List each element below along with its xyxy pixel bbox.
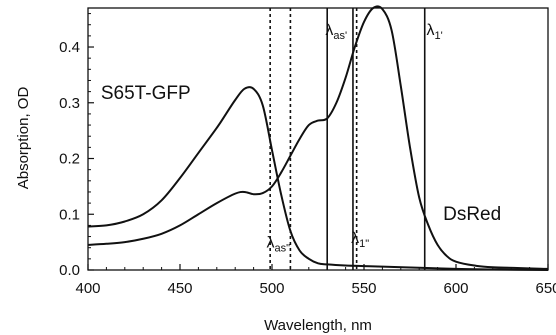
x-tick-label: 450 <box>167 280 192 297</box>
lambda-as-prime: λas' <box>325 22 347 42</box>
y-tick-label: 0.2 <box>59 151 80 168</box>
series-line-dsred <box>87 5 549 270</box>
plot-frame <box>87 7 549 271</box>
label-gfp: S65T-GFP <box>101 83 191 104</box>
y-axis-title: Absorption, OD <box>15 87 32 190</box>
lambda-1-prime: λ1' <box>427 22 443 42</box>
x-tick-label: 400 <box>75 280 100 297</box>
x-axis-ticks: 400 450 500 550 600 650 <box>75 264 556 297</box>
y-axis-ticks: 0.0 0.1 0.2 0.3 0.4 <box>59 13 94 279</box>
x-tick-label: 650 <box>535 280 556 297</box>
lambda-1-dprime: λ1" <box>351 230 369 250</box>
y-tick-label: 0.1 <box>59 206 80 223</box>
plot-area-border <box>87 7 549 271</box>
y-tick-label: 0.3 <box>59 95 80 112</box>
series-line-s65t-gfp <box>87 86 549 271</box>
label-dsred: DsRed <box>443 204 501 225</box>
reference-lines <box>269 8 426 270</box>
x-tick-label: 600 <box>443 280 468 297</box>
lambda-as-dprime: λas" <box>266 235 290 255</box>
y-tick-label: 0.4 <box>59 39 80 56</box>
x-axis-title: Wavelength, nm <box>264 317 372 334</box>
x-tick-label: 550 <box>351 280 376 297</box>
x-tick-label: 500 <box>259 280 284 297</box>
series-lines <box>87 5 549 271</box>
y-tick-label: 0.0 <box>59 262 80 279</box>
